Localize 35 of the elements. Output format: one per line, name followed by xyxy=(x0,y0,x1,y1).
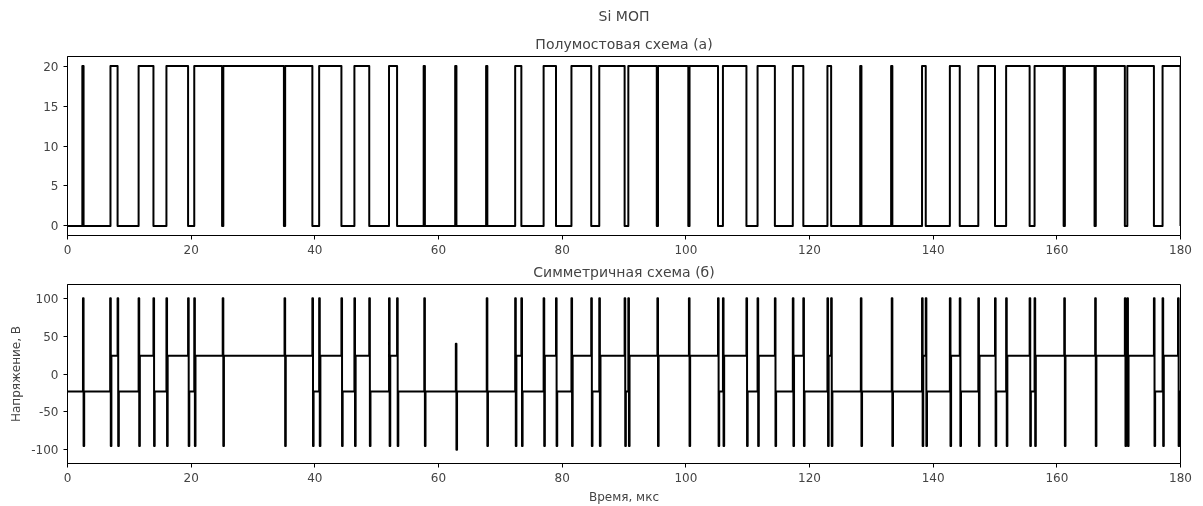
x-tick-label: 20 xyxy=(183,242,199,257)
y-tick-label: -50 xyxy=(38,405,59,420)
x-axis-title: Время, мкс xyxy=(588,489,660,504)
chart-subtitle: Полумостовая схема (а) xyxy=(535,35,713,52)
x-tick-label: 60 xyxy=(430,242,447,257)
x-tick-label: 100 xyxy=(674,470,698,485)
x-tick-label: 60 xyxy=(430,470,447,485)
x-tick-label: 160 xyxy=(1045,242,1069,257)
y-tick-label: 20 xyxy=(43,59,59,74)
y-tick-label: 5 xyxy=(50,179,59,194)
x-tick-label: 140 xyxy=(921,242,945,257)
y-axis-title: Напряжение, В xyxy=(9,325,24,423)
x-tick-label: 20 xyxy=(183,470,199,485)
chart-title: Симметричная схема (б) xyxy=(533,263,715,280)
x-tick-label: 120 xyxy=(798,242,821,257)
y-tick-label: -100 xyxy=(31,443,59,458)
x-tick-label: 160 xyxy=(1045,470,1069,485)
y-tick-label: 10 xyxy=(43,139,59,154)
x-tick-label: 0 xyxy=(63,470,72,485)
x-tick-label: 80 xyxy=(554,470,570,485)
x-tick-label: 0 xyxy=(63,242,72,257)
x-tick-label: 80 xyxy=(554,242,570,257)
y-tick-label: 0 xyxy=(50,219,59,234)
x-tick-label: 40 xyxy=(307,470,323,485)
y-tick-label: 100 xyxy=(35,291,59,306)
y-tick-label: 50 xyxy=(43,329,59,344)
x-tick-label: 180 xyxy=(1169,242,1192,257)
y-tick-label: 0 xyxy=(50,367,59,382)
x-tick-label: 100 xyxy=(674,242,698,257)
x-tick-label: 140 xyxy=(921,470,945,485)
x-tick-label: 180 xyxy=(1169,470,1192,485)
x-tick-label: 40 xyxy=(307,242,323,257)
chart-title: Si МОП xyxy=(598,7,650,24)
y-tick-label: 15 xyxy=(43,99,59,114)
x-tick-label: 120 xyxy=(798,470,821,485)
